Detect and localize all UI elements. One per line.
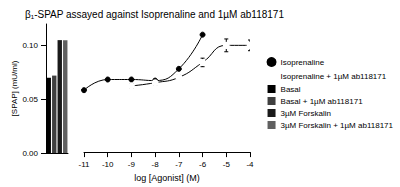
svg-text:0.00: 0.00 bbox=[22, 149, 38, 158]
svg-text:[SPAP] (mU/ml): [SPAP] (mU/ml) bbox=[10, 60, 19, 116]
svg-text:Isoprenaline + 1µM ab118171: Isoprenaline + 1µM ab118171 bbox=[281, 72, 387, 81]
svg-text:3µM Forskalin + 1µM ab118171: 3µM Forskalin + 1µM ab118171 bbox=[281, 121, 394, 130]
svg-text:0.10: 0.10 bbox=[22, 41, 38, 50]
svg-text:-6: -6 bbox=[199, 160, 207, 169]
svg-text:3µM Forskalin: 3µM Forskalin bbox=[281, 109, 331, 118]
svg-text:-11: -11 bbox=[79, 160, 91, 169]
svg-text:0.05: 0.05 bbox=[22, 95, 38, 104]
svg-text:-5: -5 bbox=[223, 160, 231, 169]
svg-text:Basal + 1µM ab118171: Basal + 1µM ab118171 bbox=[281, 97, 364, 106]
svg-text:log [Agonist] (M): log [Agonist] (M) bbox=[134, 173, 200, 183]
svg-text:-10: -10 bbox=[102, 160, 114, 169]
svg-text:Basal: Basal bbox=[281, 85, 301, 94]
svg-text:-8: -8 bbox=[152, 160, 160, 169]
svg-text:Isoprenaline: Isoprenaline bbox=[281, 58, 325, 67]
svg-text:-7: -7 bbox=[175, 160, 183, 169]
svg-text:β₁-SPAP assayed against Isopre: β₁-SPAP assayed against Isoprenaline and… bbox=[25, 9, 284, 20]
svg-text:-9: -9 bbox=[128, 160, 136, 169]
svg-text:-4: -4 bbox=[246, 160, 254, 169]
